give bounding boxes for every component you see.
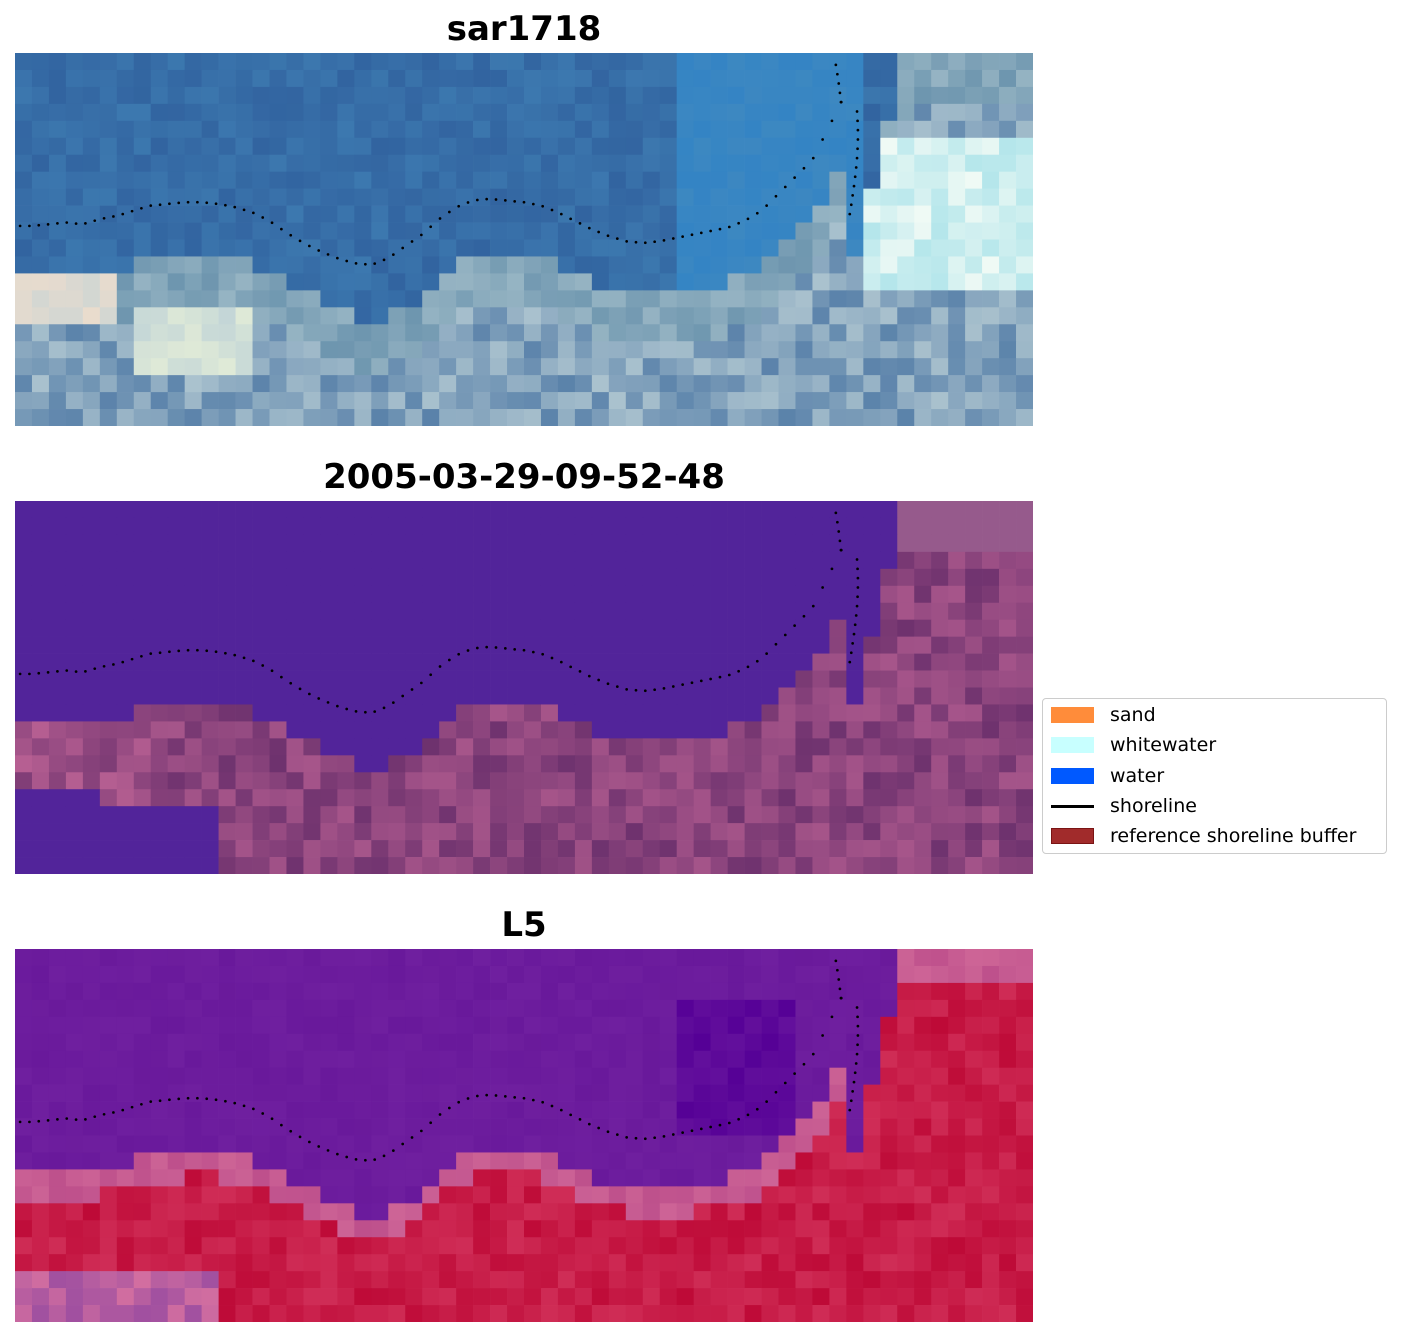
reference-buffer-swatch (1051, 828, 1094, 844)
shoreline-line-swatch (1051, 798, 1094, 814)
panel-title-ndwi: L5 (501, 905, 547, 945)
classified-image-canvas (15, 501, 1033, 874)
rgb-image-canvas (15, 53, 1033, 426)
panel-title-classified: 2005-03-29-09-52-48 (323, 457, 725, 497)
legend-label-sand: sand (1110, 704, 1156, 726)
shoreline-dots (18, 63, 860, 266)
classified-image (15, 501, 1033, 874)
shoreline-dots (18, 959, 860, 1162)
panel-title-rgb: sar1718 (446, 9, 602, 49)
legend: sand whitewater water shoreline referenc… (1042, 698, 1387, 854)
legend-item-reference-buffer: reference shoreline buffer (1051, 825, 1356, 847)
water-swatch (1051, 768, 1094, 784)
legend-label-shoreline: shoreline (1110, 795, 1197, 817)
shoreline-dots (18, 511, 860, 714)
legend-item-whitewater: whitewater (1051, 734, 1216, 756)
ndwi-image (15, 949, 1033, 1322)
legend-item-sand: sand (1051, 704, 1156, 726)
legend-item-water: water (1051, 765, 1164, 787)
ndwi-image-canvas (15, 949, 1033, 1322)
whitewater-swatch (1051, 737, 1094, 753)
rgb-image (15, 53, 1033, 426)
legend-label-whitewater: whitewater (1110, 734, 1217, 756)
legend-item-shoreline: shoreline (1051, 795, 1197, 817)
legend-label-reference-buffer: reference shoreline buffer (1110, 825, 1357, 847)
sand-swatch (1051, 707, 1094, 723)
legend-label-water: water (1110, 765, 1165, 787)
